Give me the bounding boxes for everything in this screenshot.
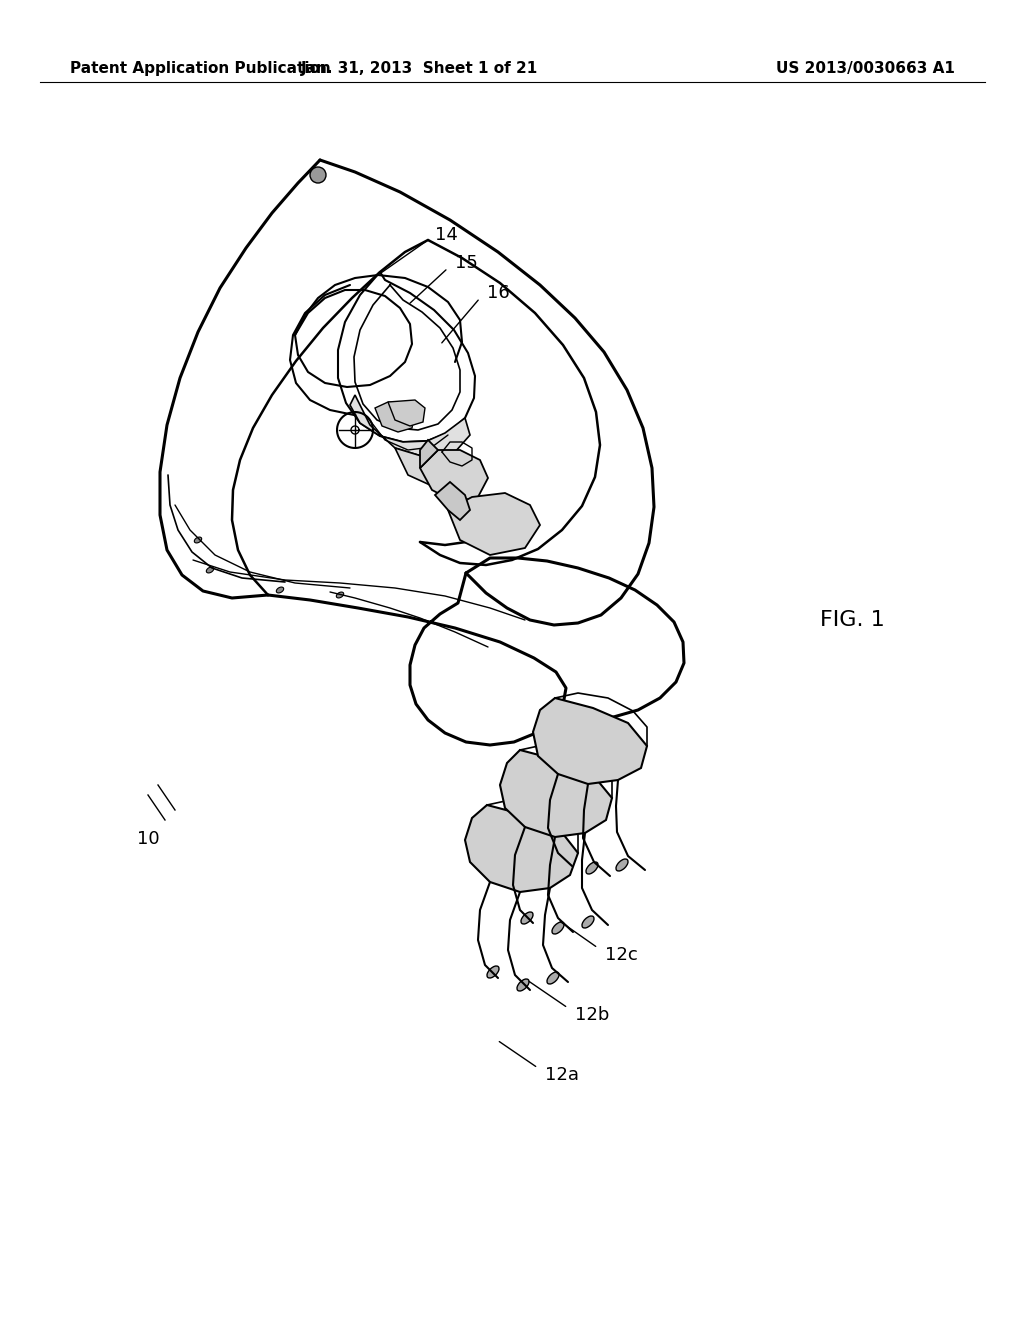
Ellipse shape	[336, 593, 344, 598]
Ellipse shape	[517, 979, 529, 991]
Ellipse shape	[547, 972, 559, 983]
Polygon shape	[465, 805, 578, 892]
Text: FIG. 1: FIG. 1	[820, 610, 885, 630]
Ellipse shape	[552, 921, 564, 935]
Ellipse shape	[582, 916, 594, 928]
Text: 12a: 12a	[545, 1067, 579, 1084]
Ellipse shape	[487, 966, 499, 978]
Polygon shape	[435, 482, 470, 520]
Polygon shape	[420, 450, 488, 502]
Ellipse shape	[206, 568, 214, 573]
Polygon shape	[388, 400, 425, 426]
Text: 14: 14	[435, 226, 458, 244]
Text: 15: 15	[455, 253, 478, 272]
Polygon shape	[395, 447, 458, 484]
Ellipse shape	[195, 537, 202, 543]
Text: 10: 10	[136, 830, 160, 847]
Text: 16: 16	[487, 284, 510, 302]
Polygon shape	[534, 698, 647, 784]
Polygon shape	[449, 492, 540, 554]
Ellipse shape	[616, 859, 628, 871]
Text: US 2013/0030663 A1: US 2013/0030663 A1	[776, 61, 955, 75]
Text: 12c: 12c	[605, 946, 638, 964]
Polygon shape	[375, 403, 415, 432]
Ellipse shape	[276, 587, 284, 593]
Polygon shape	[350, 395, 470, 458]
Text: Patent Application Publication: Patent Application Publication	[70, 61, 331, 75]
Circle shape	[310, 168, 326, 183]
Text: 12b: 12b	[575, 1006, 609, 1024]
Ellipse shape	[521, 912, 534, 924]
Text: Jan. 31, 2013  Sheet 1 of 21: Jan. 31, 2013 Sheet 1 of 21	[301, 61, 539, 75]
Ellipse shape	[586, 862, 598, 874]
Polygon shape	[420, 440, 438, 469]
Ellipse shape	[556, 855, 568, 869]
Polygon shape	[500, 750, 612, 837]
